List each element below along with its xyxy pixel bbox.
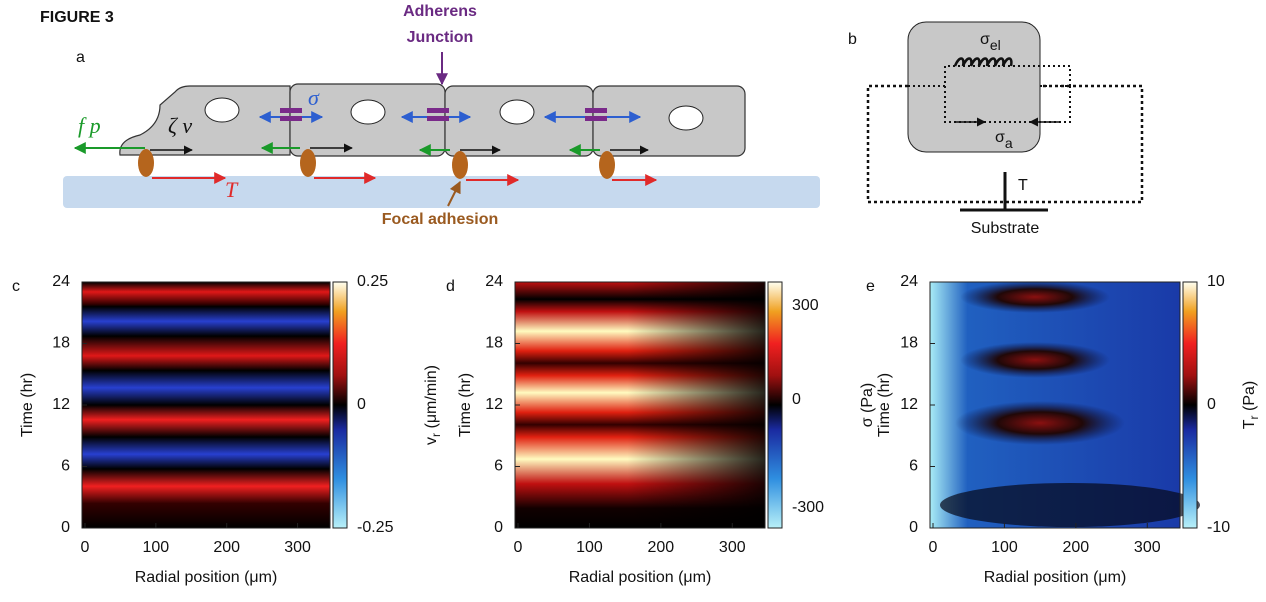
x-tick-label: 300 — [284, 539, 311, 556]
colorbar-tick-label: 0 — [1207, 396, 1216, 413]
heatmap-shade — [515, 282, 765, 528]
protrusion-arrows — [73, 142, 600, 156]
subscript: r — [429, 433, 443, 437]
colorbar-tick-label: 0 — [357, 396, 366, 413]
subscript: a — [1005, 135, 1013, 151]
y-tick-label: 12 — [900, 396, 918, 413]
axis-label: vr (μm/min) — [423, 365, 443, 445]
label-part: (Pa) — [1241, 381, 1258, 416]
velocity-arrows — [150, 143, 649, 155]
x-tick-label: 100 — [576, 539, 603, 556]
colorbar-tick-label: -0.25 — [357, 519, 394, 536]
substrate — [63, 176, 820, 208]
panel-label: d — [446, 278, 455, 295]
symbol: σ — [995, 129, 1005, 146]
axis-label: σ (Pa) — [859, 383, 876, 428]
y-axis-label: Time (hr) — [876, 373, 893, 437]
x-axis-label: Radial position (μm) — [984, 569, 1127, 586]
y-tick-label: 18 — [900, 335, 918, 352]
y-tick-label: 12 — [485, 396, 503, 413]
y-tick-label: 6 — [61, 458, 70, 475]
spring — [953, 57, 1013, 67]
traction-symbol: T⃗ — [225, 177, 254, 202]
panel-label: a — [76, 49, 85, 66]
label-part: v — [423, 437, 440, 445]
annotation-arrow — [447, 180, 461, 207]
y-tick-label: 24 — [485, 273, 503, 290]
x-tick-label: 0 — [929, 539, 938, 556]
y-tick-label: 6 — [494, 458, 503, 475]
colorbar — [767, 281, 783, 529]
colorbar-tick-label: 0.25 — [357, 273, 388, 290]
colorbar — [332, 281, 348, 529]
y-tick-label: 24 — [52, 273, 70, 290]
y-tick-label: 6 — [909, 458, 918, 475]
x-tick-label: 200 — [1063, 539, 1090, 556]
x-tick-label: 0 — [514, 539, 523, 556]
heatmap-spots — [940, 281, 1200, 527]
inner-loop — [908, 65, 1071, 123]
x-axis-label: Radial position (μm) — [135, 569, 278, 586]
x-tick-label: 100 — [991, 539, 1018, 556]
stress-symbol: σ — [308, 85, 320, 110]
annotation: Focal adhesion — [382, 211, 498, 228]
y-axis-label: Time (hr) — [19, 373, 36, 437]
cell — [907, 21, 1041, 153]
subscript: el — [990, 37, 1001, 53]
friction-symbol: ζ v⃗ — [168, 113, 209, 138]
panel-label: c — [12, 278, 20, 295]
traction-arrows — [152, 172, 658, 186]
label-part: T — [1241, 419, 1258, 429]
x-tick-label: 0 — [81, 539, 90, 556]
y-tick-label: 0 — [909, 519, 918, 536]
sigma-el: σel — [980, 31, 1001, 52]
label-part: (μm/min) — [423, 365, 440, 433]
subscript: r — [1247, 415, 1261, 419]
colorbar-tick-label: 300 — [792, 297, 819, 314]
axis-label: Tr (Pa) — [1241, 381, 1261, 429]
x-tick-label: 300 — [719, 539, 746, 556]
colorbar — [1182, 281, 1198, 529]
sigma-a: σa — [995, 129, 1013, 150]
y-axis-label: Time (hr) — [457, 373, 474, 437]
annotation: Junction — [407, 29, 474, 46]
x-axis-label: Radial position (μm) — [569, 569, 712, 586]
figure-label: FIGURE 3 — [40, 9, 114, 26]
colorbar-tick-label: 10 — [1207, 273, 1225, 290]
panel-label: b — [848, 31, 857, 48]
annotation: Adherens — [403, 3, 477, 20]
y-tick-label: 24 — [900, 273, 918, 290]
colorbar-tick-label: -10 — [1207, 519, 1230, 536]
heatmap — [82, 282, 330, 528]
adherens-junctions — [280, 108, 607, 121]
label-part: σ (Pa) — [859, 383, 876, 428]
colorbar-tick-label: -300 — [792, 499, 824, 516]
y-tick-label: 0 — [494, 519, 503, 536]
x-tick-label: 300 — [1134, 539, 1161, 556]
nuclei — [204, 97, 704, 131]
substrate-label: Substrate — [971, 220, 1040, 237]
x-tick-label: 200 — [213, 539, 240, 556]
traction-label: T — [1018, 177, 1028, 194]
panel-label: e — [866, 278, 875, 295]
y-tick-label: 18 — [485, 335, 503, 352]
y-tick-label: 0 — [61, 519, 70, 536]
x-tick-label: 200 — [648, 539, 675, 556]
y-tick-label: 18 — [52, 335, 70, 352]
symbol: σ — [980, 31, 990, 48]
focal-adhesions — [138, 149, 615, 179]
force-symbol: f p⃗ — [78, 113, 118, 138]
colorbar-tick-label: 0 — [792, 391, 801, 408]
x-tick-label: 100 — [143, 539, 170, 556]
y-tick-label: 12 — [52, 396, 70, 413]
